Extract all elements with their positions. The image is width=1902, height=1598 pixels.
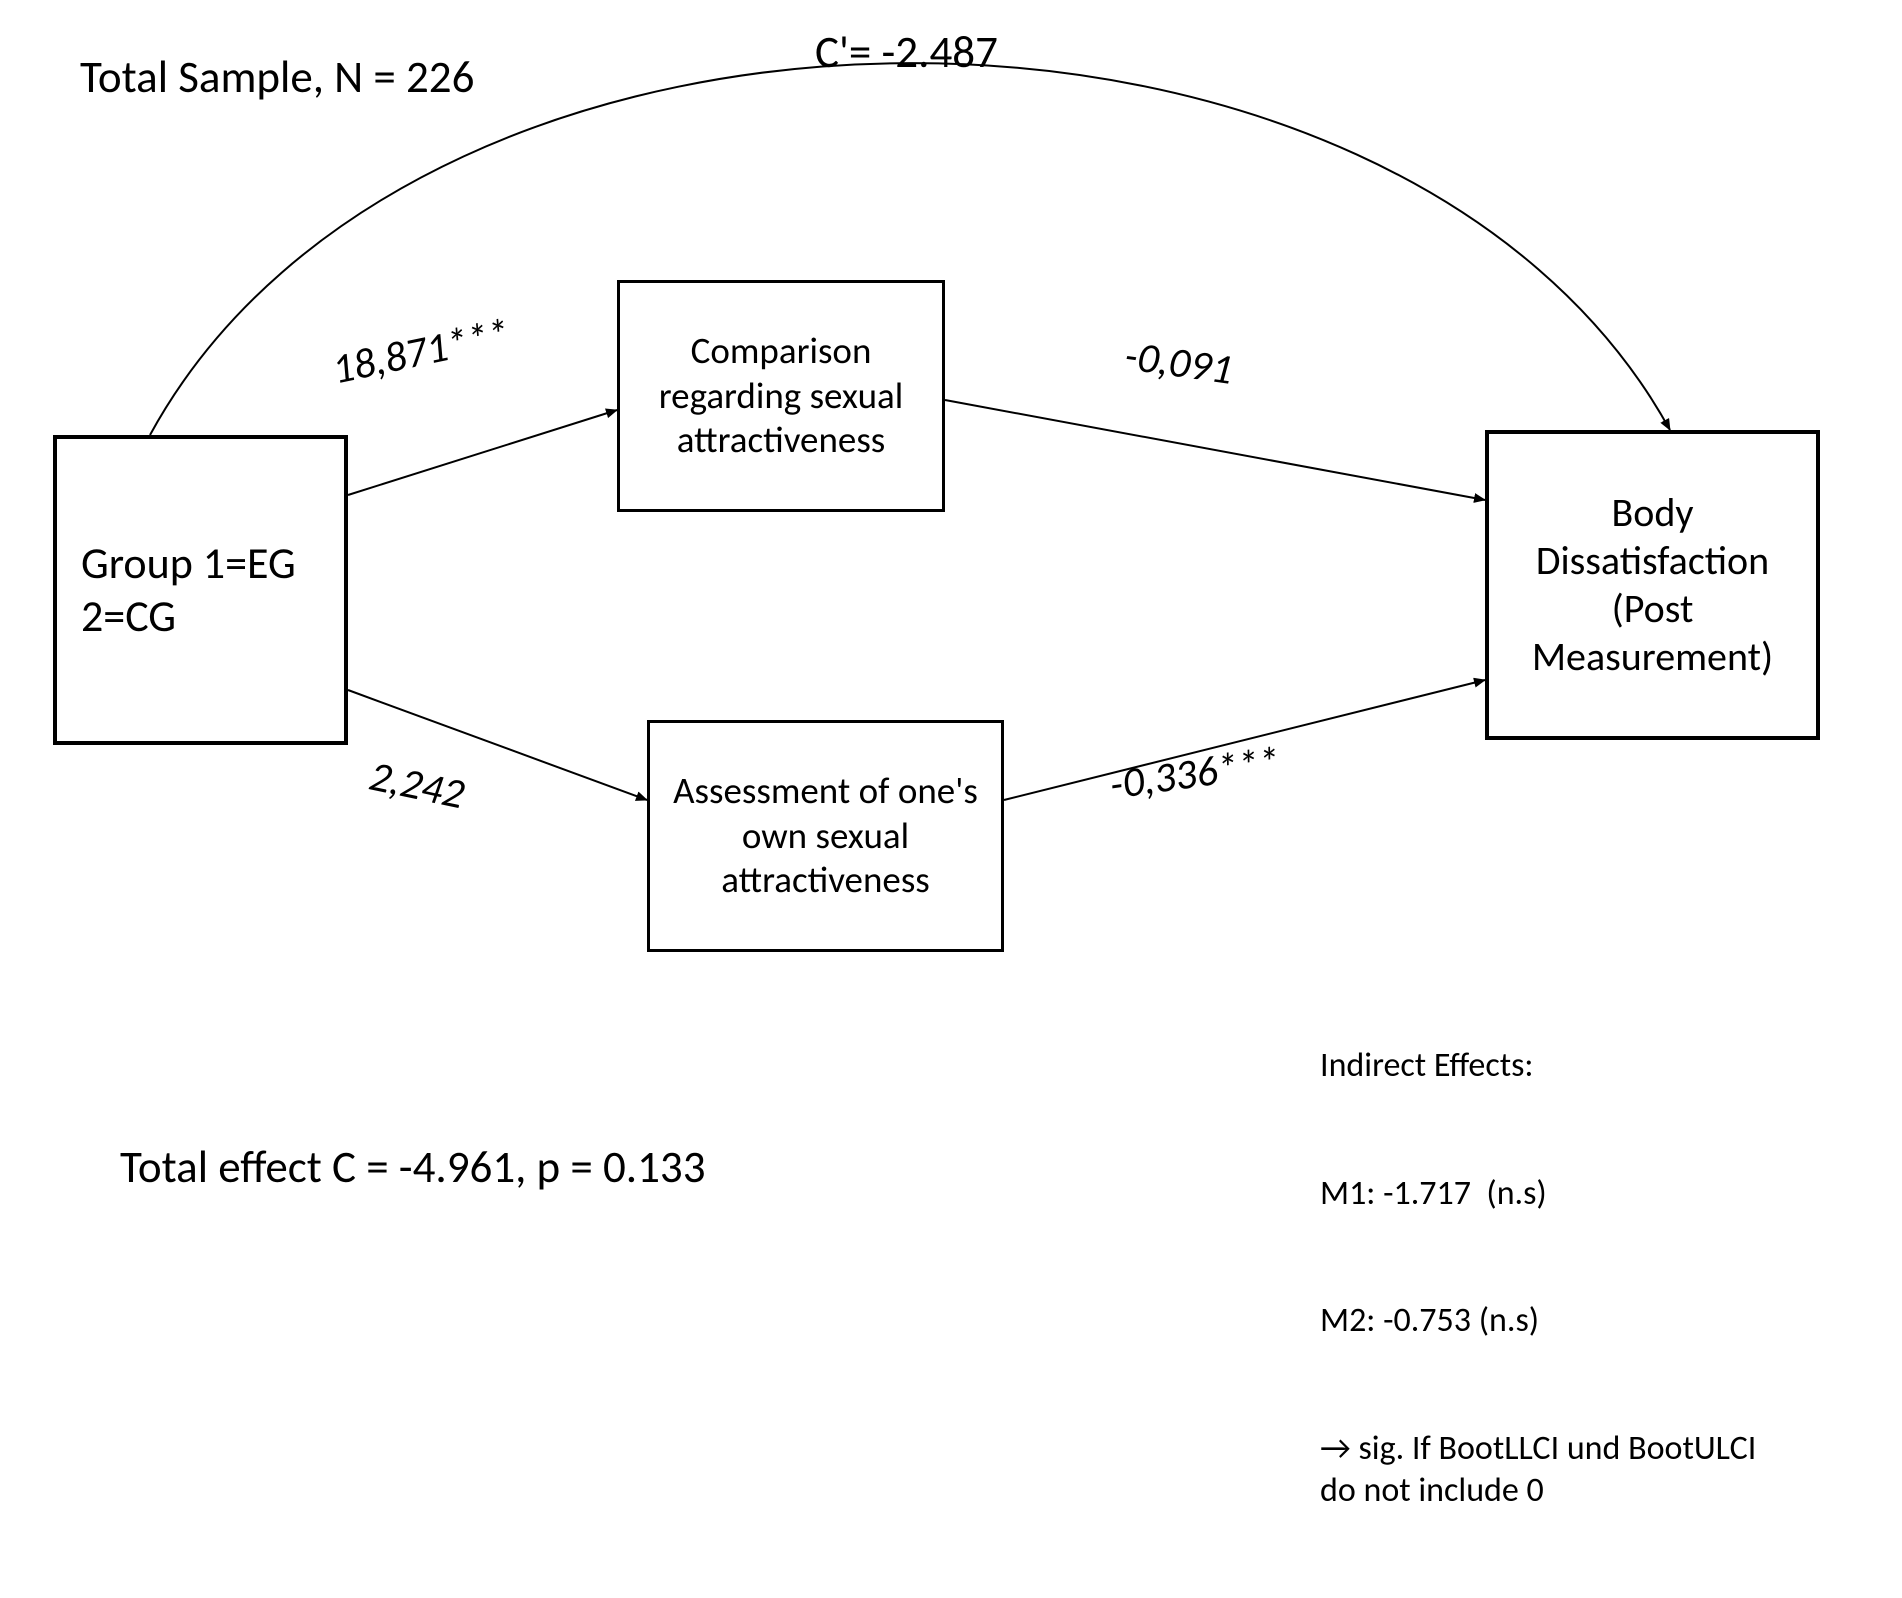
- c-prime-label: C'= -2.487: [815, 25, 998, 80]
- mediator2-box-text: Assessment of one's own sexual attractiv…: [650, 769, 1001, 902]
- path-b1-label: -0,091: [1121, 330, 1236, 396]
- indirect-m1: M1: -1.717 (n.s): [1320, 1173, 1756, 1216]
- path-b1-arrow: [945, 400, 1485, 500]
- indirect-m2: M2: -0.753 (n.s): [1320, 1300, 1756, 1343]
- path-a1-label: 18,871***: [328, 308, 514, 395]
- total-effect-label: Total effect C = -4.961, p = 0.133: [120, 1140, 706, 1195]
- path-a2-label: 2,242: [365, 751, 469, 821]
- mediator2-box: Assessment of one's own sexual attractiv…: [647, 720, 1004, 952]
- indirect-title: Indirect Effects:: [1320, 1045, 1756, 1088]
- indirect-effects-block: Indirect Effects: M1: -1.717 (n.s) M2: -…: [1320, 960, 1756, 1598]
- mediation-diagram: Total Sample, N = 226 C'= -2.487 Group 1…: [0, 0, 1902, 1221]
- indirect-note: → sig. If BootLLCI und BootULCI do not i…: [1320, 1428, 1756, 1513]
- outcome-box-text: Body Dissatisfaction (Post Measurement): [1489, 489, 1816, 681]
- mediator1-box: Comparison regarding sexual attractivene…: [617, 280, 945, 512]
- sample-size-label: Total Sample, N = 226: [80, 50, 474, 105]
- group-box-text: Group 1=EG 2=CG: [57, 537, 344, 643]
- outcome-box: Body Dissatisfaction (Post Measurement): [1485, 430, 1820, 740]
- mediator1-box-text: Comparison regarding sexual attractivene…: [620, 329, 942, 462]
- path-b2-label: -0,336***: [1106, 736, 1283, 810]
- group-box: Group 1=EG 2=CG: [53, 435, 348, 745]
- path-a1-arrow: [348, 410, 617, 495]
